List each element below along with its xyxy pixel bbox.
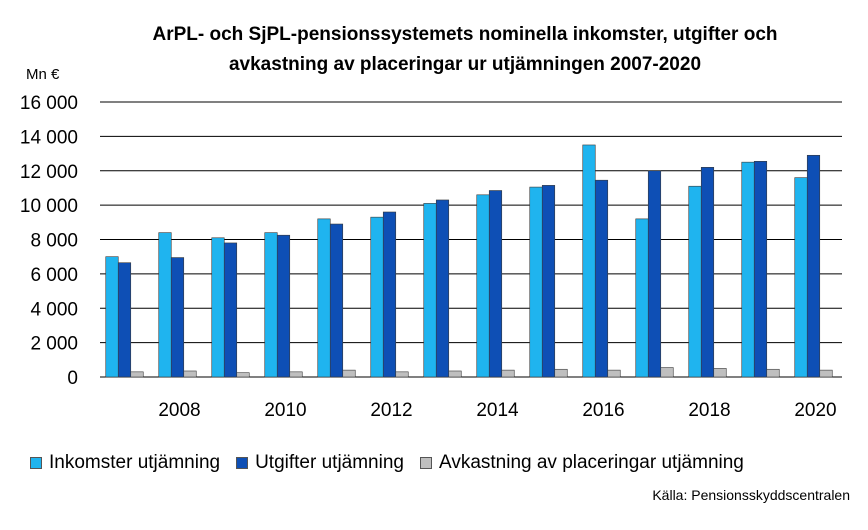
bar-1-2020 bbox=[794, 177, 808, 378]
bar-2-2007 bbox=[117, 262, 132, 378]
y-tick-label: 2 000 bbox=[30, 334, 78, 355]
bar-3-2009 bbox=[236, 372, 250, 378]
bar-3-2020 bbox=[819, 369, 833, 378]
bar-3-2014 bbox=[501, 369, 515, 378]
bar-1-2009 bbox=[211, 237, 225, 378]
y-tick-label: 8 000 bbox=[30, 231, 78, 252]
bar-1-2015 bbox=[529, 186, 543, 378]
y-tick-label: 12 000 bbox=[20, 162, 78, 183]
x-tick-label: 2020 bbox=[794, 400, 836, 421]
bar-3-2010 bbox=[289, 371, 303, 378]
bar-1-2017 bbox=[635, 218, 649, 378]
legend-item-utgifter: Utgifter utjämning bbox=[236, 452, 404, 474]
legend-swatch-avkastning bbox=[419, 457, 432, 469]
chart-title: ArPL- och SjPL-pensionssystemets nominel… bbox=[100, 20, 830, 80]
bar-2-2020 bbox=[806, 154, 821, 378]
bar-3-2008 bbox=[183, 370, 197, 378]
legend-item-inkomster: Inkomster utjämning bbox=[30, 452, 220, 474]
bar-1-2018 bbox=[688, 185, 702, 378]
legend: Inkomster utjämning Utgifter utjämning A… bbox=[30, 452, 744, 474]
bar-2-2014 bbox=[488, 190, 503, 378]
bar-2-2018 bbox=[700, 167, 715, 378]
legend-item-avkastning: Avkastning av placeringar utjämning bbox=[419, 452, 744, 474]
chart-title-line-2: avkastning av placeringar ur utjämningen… bbox=[228, 54, 702, 75]
bar-3-2019 bbox=[766, 368, 780, 378]
source-note: Källa: Pensionsskyddscentralen bbox=[652, 487, 850, 503]
bar-2-2008 bbox=[170, 257, 185, 378]
x-tick-label: 2010 bbox=[264, 400, 306, 421]
y-tick-label: 16 000 bbox=[20, 93, 78, 114]
bar-3-2016 bbox=[607, 369, 621, 378]
x-tick-label: 2016 bbox=[582, 400, 624, 421]
bar-1-2014 bbox=[476, 194, 490, 378]
legend-swatch-utgifter bbox=[236, 457, 249, 469]
bar-3-2007 bbox=[130, 371, 144, 378]
legend-label-avkastning: Avkastning av placeringar utjämning bbox=[438, 452, 744, 473]
bar-3-2017 bbox=[660, 367, 674, 378]
bar-2-2013 bbox=[435, 199, 450, 378]
bar-1-2013 bbox=[423, 203, 437, 378]
bar-2-2010 bbox=[276, 234, 291, 378]
chart-title-line-1: ArPL- och SjPL-pensionssystemets nominel… bbox=[152, 24, 778, 45]
x-tick-label: 2014 bbox=[476, 400, 519, 421]
bar-3-2012 bbox=[395, 371, 409, 378]
bar-3-2013 bbox=[448, 370, 462, 378]
legend-swatch-inkomster bbox=[30, 457, 42, 469]
bar-2-2017 bbox=[647, 170, 662, 378]
bar-2-2019 bbox=[753, 160, 768, 378]
bar-3-2011 bbox=[342, 369, 356, 378]
x-tick-label: 2012 bbox=[370, 400, 412, 421]
bar-1-2016 bbox=[582, 144, 596, 378]
bar-3-2015 bbox=[554, 368, 568, 378]
bar-1-2007 bbox=[105, 256, 119, 378]
x-tick-label: 2018 bbox=[688, 400, 730, 421]
x-tick-label: 2008 bbox=[158, 400, 200, 421]
bar-2-2015 bbox=[541, 185, 556, 378]
bar-1-2010 bbox=[264, 232, 278, 378]
y-tick-label: 4 000 bbox=[30, 299, 78, 320]
y-tick-label: 14 000 bbox=[20, 127, 78, 148]
legend-label-inkomster: Inkomster utjämning bbox=[49, 452, 221, 473]
y-tick-label: 0 bbox=[67, 368, 78, 389]
y-tick-label: 10 000 bbox=[20, 196, 78, 217]
bar-2-2016 bbox=[594, 179, 609, 378]
bar-1-2019 bbox=[741, 161, 755, 378]
y-tick-label: 6 000 bbox=[30, 265, 78, 286]
bar-3-2018 bbox=[713, 368, 727, 378]
bar-1-2011 bbox=[317, 218, 331, 378]
bar-2-2012 bbox=[382, 211, 397, 378]
bar-2-2009 bbox=[223, 242, 238, 378]
bar-2-2011 bbox=[329, 223, 344, 378]
bar-1-2012 bbox=[370, 216, 384, 378]
bar-1-2008 bbox=[158, 232, 172, 378]
y-axis-unit-label: Mn € bbox=[26, 66, 60, 83]
legend-label-utgifter: Utgifter utjämning bbox=[255, 452, 404, 473]
